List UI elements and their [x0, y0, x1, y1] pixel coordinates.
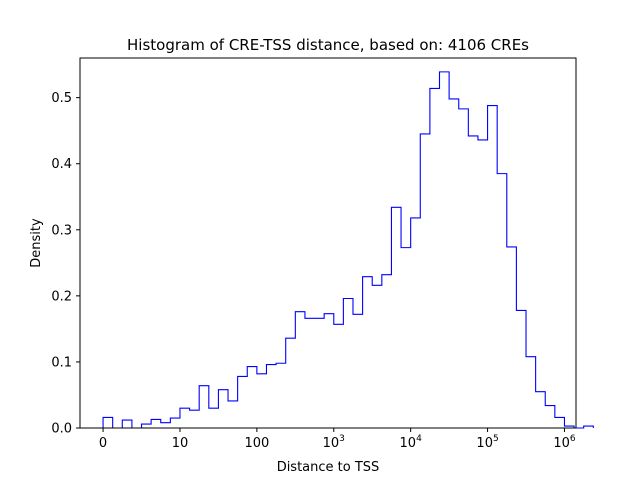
histogram-bin	[507, 247, 517, 428]
y-axis: 0.0 0.1 0.2 0.3 0.4 0.5	[51, 91, 80, 437]
histogram-bin	[555, 417, 565, 428]
plot-area	[102, 71, 594, 429]
histogram-bin	[218, 390, 228, 428]
y-tick-label: 0.1	[51, 355, 72, 370]
y-tick-label: 0.5	[51, 91, 72, 106]
histogram-step-line	[102, 71, 594, 429]
x-tick-label: 10	[172, 436, 189, 451]
histogram-bin	[545, 406, 555, 428]
histogram-bin	[305, 318, 315, 428]
histogram-bin	[190, 410, 200, 428]
x-tick-label: 0	[99, 436, 107, 451]
x-tick-label: 106	[553, 434, 576, 451]
histogram-bin	[478, 140, 488, 428]
histogram-bin	[449, 99, 459, 428]
histogram-bin	[536, 392, 546, 428]
histogram-bin	[488, 106, 498, 428]
histogram-bin	[353, 314, 363, 428]
y-tick-label: 0.0	[51, 422, 72, 437]
histogram-bin	[276, 363, 286, 428]
histogram-bin	[343, 299, 353, 429]
histogram-bin	[391, 207, 401, 428]
histogram-bin	[324, 314, 334, 428]
histogram-bin	[180, 408, 190, 428]
axes-frame	[79, 57, 577, 429]
x-tick-label: 103	[323, 434, 345, 451]
histogram-bin	[459, 109, 469, 428]
histogram-bin	[420, 134, 430, 428]
histogram-bin	[584, 426, 594, 428]
x-tick-label: 105	[476, 434, 498, 451]
histogram-bin	[209, 408, 219, 428]
y-axis-label: Density	[29, 218, 44, 268]
histogram-bin	[238, 376, 248, 428]
chart-title: Histogram of CRE-TSS distance, based on:…	[127, 36, 529, 54]
histogram-bin	[497, 174, 507, 428]
x-axis-label: Distance to TSS	[277, 460, 380, 475]
y-tick-label: 0.3	[51, 223, 72, 238]
histogram-bin	[199, 386, 209, 428]
histogram-bin	[372, 285, 382, 428]
histogram-bin	[468, 136, 478, 428]
histogram-bin	[161, 423, 171, 428]
histogram-bin	[516, 310, 526, 428]
y-tick-label: 0.4	[51, 157, 72, 172]
histogram-bin	[151, 419, 161, 428]
histogram-bin	[170, 418, 180, 428]
histogram-bin	[247, 367, 257, 428]
histogram-bin	[363, 277, 373, 428]
histogram-bin	[266, 365, 276, 428]
histogram-bin	[401, 248, 411, 428]
x-tick-label: 104	[400, 434, 423, 451]
histogram-bin	[315, 318, 325, 428]
histogram-bin	[411, 218, 421, 428]
histogram-bin	[286, 338, 296, 428]
histogram-bin	[257, 374, 267, 428]
x-axis: 0 10 100 103 104 105 106	[99, 428, 576, 451]
histogram-bin	[295, 312, 305, 428]
histogram-bin	[142, 424, 152, 428]
histogram-bin	[430, 88, 440, 428]
histogram-bin	[334, 324, 344, 428]
y-tick-label: 0.2	[51, 289, 72, 304]
histogram-bin	[228, 401, 238, 428]
histogram-bin	[526, 357, 536, 428]
histogram-bin	[103, 417, 113, 428]
x-tick-label: 100	[244, 436, 269, 451]
histogram-bin	[382, 275, 392, 428]
histogram-bin	[440, 72, 450, 428]
histogram-bin	[122, 420, 132, 428]
